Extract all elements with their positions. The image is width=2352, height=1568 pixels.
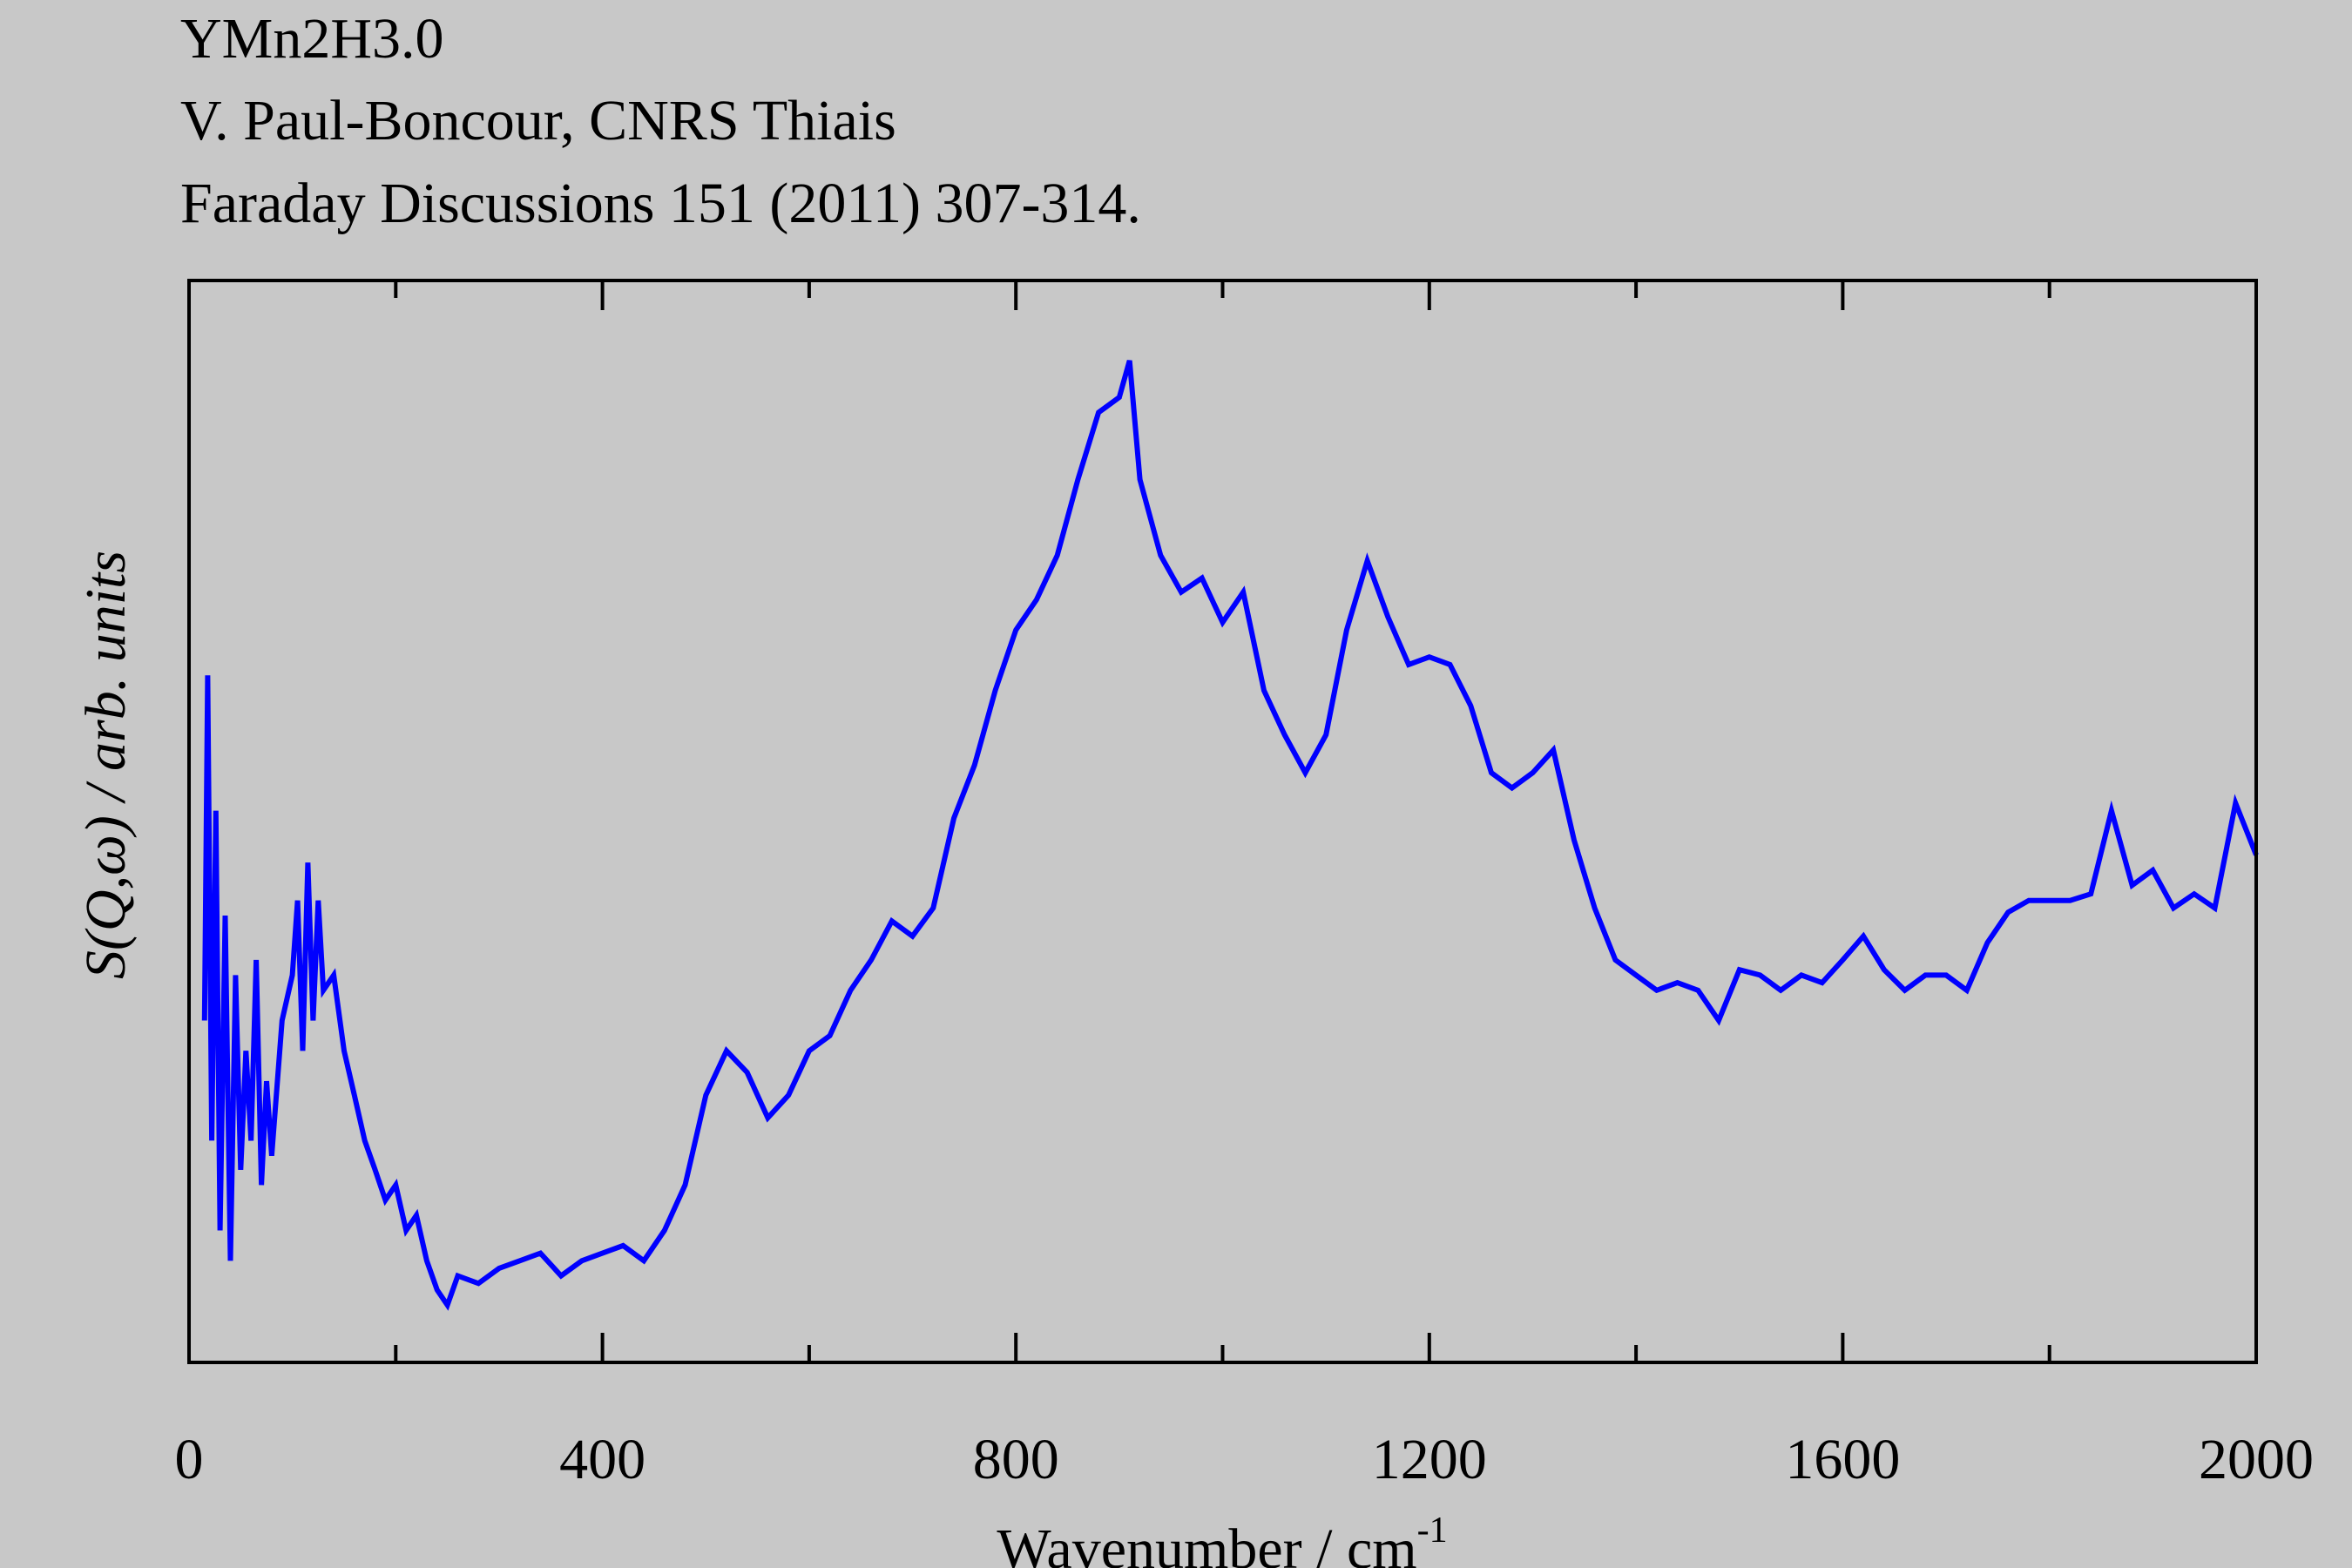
title-line: Faraday Discussions 151 (2011) 307-314. (180, 172, 1141, 235)
x-tick-label: 0 (175, 1428, 204, 1491)
x-axis-label: Wavenumber / cm-1 (997, 1511, 1447, 1568)
x-axis-label-sup: -1 (1417, 1511, 1448, 1551)
x-axis-label-main: Wavenumber / cm (997, 1517, 1416, 1568)
y-axis-label: S(Q,ω) / arb. units (74, 551, 138, 979)
x-tick-label: 1600 (1785, 1428, 1900, 1491)
title-line: V. Paul-Boncour, CNRS Thiais (180, 89, 896, 152)
x-tick-label: 800 (973, 1428, 1059, 1491)
x-tick-label: 400 (559, 1428, 645, 1491)
x-tick-label: 2000 (2199, 1428, 2314, 1491)
title-line: YMn2H3.0 (180, 7, 444, 71)
x-tick-label: 1200 (1372, 1428, 1487, 1491)
data-line (201, 360, 2259, 1311)
